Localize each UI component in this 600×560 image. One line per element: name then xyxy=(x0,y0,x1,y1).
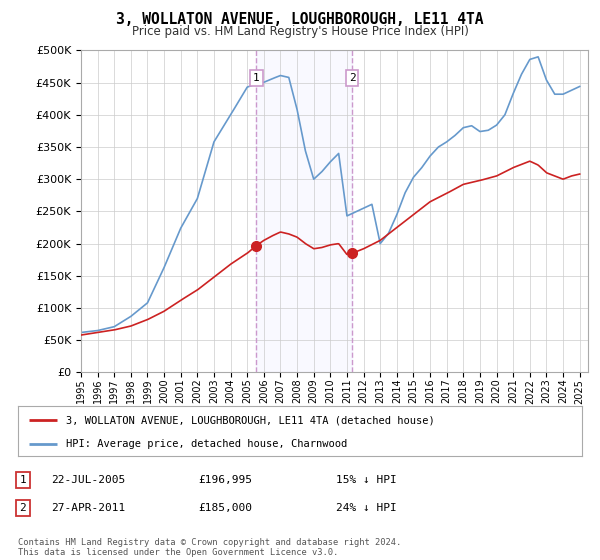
Text: 24% ↓ HPI: 24% ↓ HPI xyxy=(336,503,397,513)
Text: 1: 1 xyxy=(19,475,26,485)
Text: Price paid vs. HM Land Registry's House Price Index (HPI): Price paid vs. HM Land Registry's House … xyxy=(131,25,469,38)
Text: 22-JUL-2005: 22-JUL-2005 xyxy=(51,475,125,485)
Bar xyxy=(256,50,352,372)
Text: 15% ↓ HPI: 15% ↓ HPI xyxy=(336,475,397,485)
Text: HPI: Average price, detached house, Charnwood: HPI: Average price, detached house, Char… xyxy=(66,439,347,449)
Text: 27-APR-2011: 27-APR-2011 xyxy=(51,503,125,513)
Text: 3, WOLLATON AVENUE, LOUGHBOROUGH, LE11 4TA (detached house): 3, WOLLATON AVENUE, LOUGHBOROUGH, LE11 4… xyxy=(66,415,434,425)
Text: 1: 1 xyxy=(253,73,260,83)
Text: 2: 2 xyxy=(19,503,26,513)
Text: £196,995: £196,995 xyxy=(198,475,252,485)
Text: £185,000: £185,000 xyxy=(198,503,252,513)
Text: 3, WOLLATON AVENUE, LOUGHBOROUGH, LE11 4TA: 3, WOLLATON AVENUE, LOUGHBOROUGH, LE11 4… xyxy=(116,12,484,27)
Text: Contains HM Land Registry data © Crown copyright and database right 2024.
This d: Contains HM Land Registry data © Crown c… xyxy=(18,538,401,557)
Text: 2: 2 xyxy=(349,73,356,83)
